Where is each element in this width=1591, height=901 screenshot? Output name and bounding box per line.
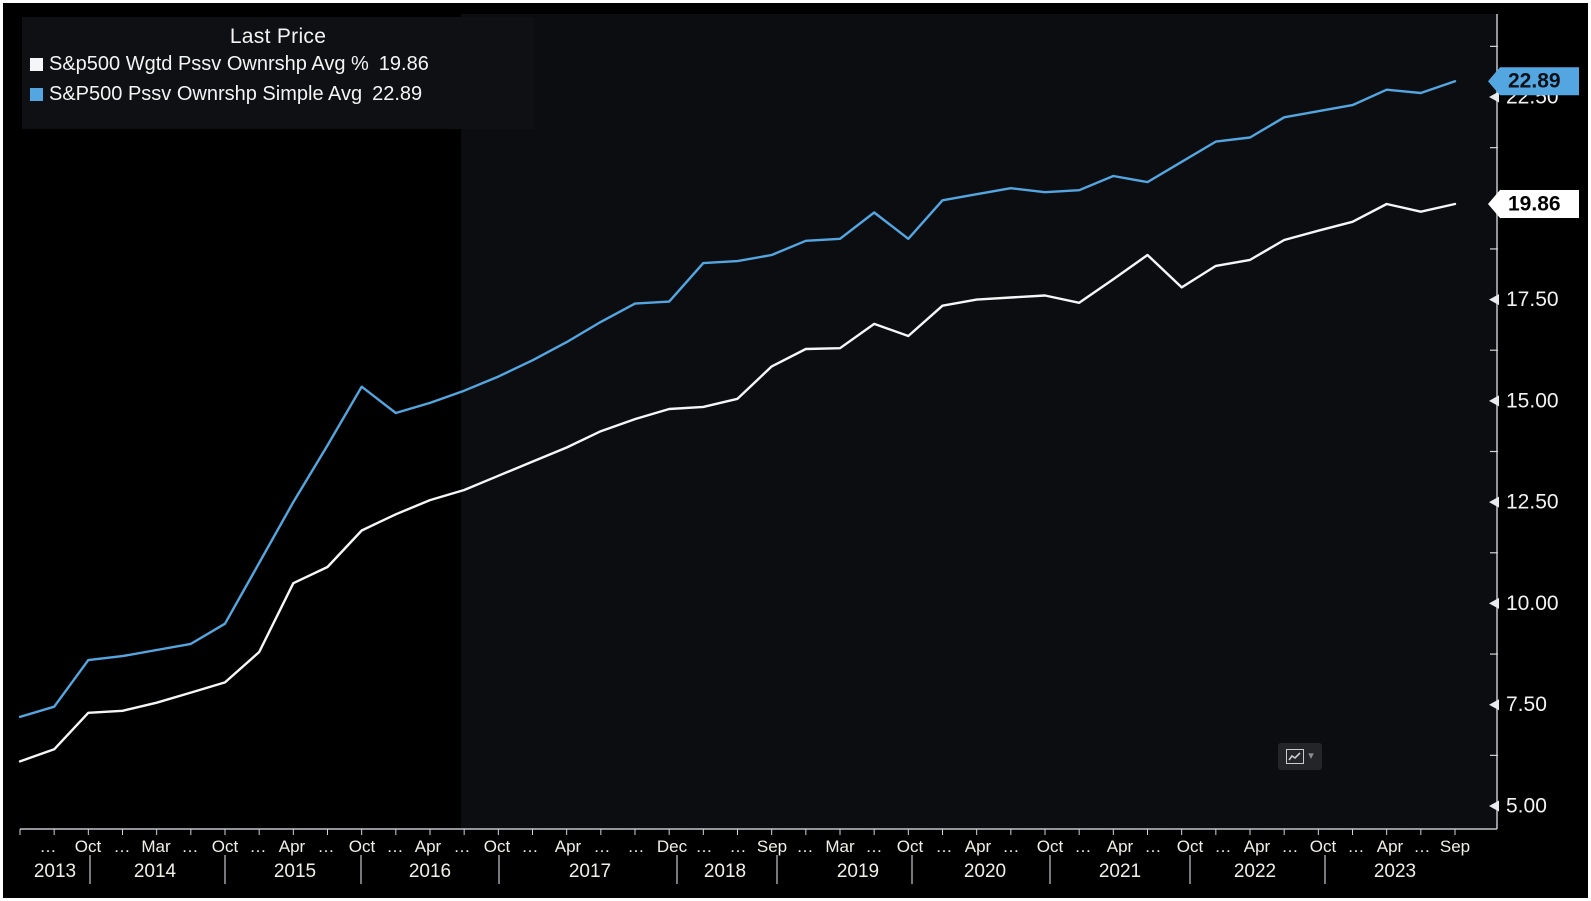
x-axis-month-label: … [1414,837,1431,856]
chart-window: … Oct … Mar … Oct … Apr … Oct … Apr … Oct … Apr … … Dec … … S… [3,3,1588,898]
x-axis-month-label: … [866,837,883,856]
x-axis-month-label: … [522,837,539,856]
y-axis-tick-label: 15.00 [1506,389,1559,412]
x-axis-month-label: … [1282,837,1299,856]
price-flag-white [1488,189,1579,218]
price-flag-value: 19.86 [1508,192,1561,215]
white-series-label: S&p500 Wgtd Pssv Ownrshp Avg % [49,53,369,75]
x-axis-month-label: Oct [1037,837,1064,856]
x-axis-month-label: Mar [141,837,171,856]
y-axis-major-tick [1489,496,1499,508]
y-axis-tick-label: 17.50 [1506,288,1559,311]
x-axis-month-label: Oct [75,837,102,856]
x-axis-year-label: 2014 [134,861,177,882]
chart-type-button[interactable]: ▾ [1278,743,1322,770]
x-axis-month-label: Sep [757,837,787,856]
y-axis-major-tick [1489,597,1499,609]
y-axis-major-tick [1489,395,1499,407]
session-shading-region [461,14,1497,829]
x-axis-month-label: Mar [825,837,855,856]
x-axis-month-label: … [797,837,814,856]
x-axis-year-label: 2021 [1099,861,1141,882]
y-axis-major-tick [1489,699,1499,711]
legend-title: Last Price [229,25,327,48]
white-series-line [18,202,1457,763]
x-axis-month-label: … [1145,837,1162,856]
legend-row-simple: S&P500 Pssv Ownrshp Simple Avg 22.89 [22,79,534,109]
x-axis-year-label: 2015 [274,861,316,882]
price-flag-blue [1488,67,1579,96]
x-axis-month-label: Apr [279,837,306,856]
price-flag-value: 22.89 [1508,70,1561,93]
x-axis-month-label: Oct [897,837,924,856]
y-axis-tick-label: 10.00 [1506,592,1559,615]
x-axis-month-label: … [387,837,404,856]
x-axis-month-label: Apr [415,837,442,856]
legend-row-weighted: S&p500 Wgtd Pssv Ownrshp Avg % 19.86 [22,49,534,79]
y-axis-tick-label: 12.50 [1506,491,1559,514]
x-axis-month-label: … [696,837,713,856]
y-axis-tick-label: 5.00 [1506,795,1547,818]
y-axis-major-tick [1489,800,1499,812]
x-axis-month-label: Sep [1440,837,1470,856]
legend-panel: Last Price S&p500 Wgtd Pssv Ownrshp Avg … [22,17,534,129]
white-series-last-value: 19.86 [378,53,429,75]
y-axis-tick-label: 7.50 [1506,693,1547,716]
white-series-swatch-icon [30,57,43,71]
x-axis-month-label: Oct [1177,837,1204,856]
x-axis-month-label: Oct [212,837,239,856]
x-axis-year-label: 2020 [964,861,1006,882]
x-axis-year-label: 2023 [1374,861,1416,882]
dropdown-caret-icon: ▾ [1308,750,1314,762]
x-axis-month-label: Apr [555,837,582,856]
x-axis-month-label: … [250,837,267,856]
x-axis-month-label: Apr [1244,837,1271,856]
x-axis-year-label: 2019 [837,861,879,882]
x-axis-month-label: … [454,837,471,856]
x-axis-month-label: … [628,837,645,856]
x-axis-month-label: … [1003,837,1020,856]
x-axis-month-label: … [730,837,747,856]
x-axis-month-label: Oct [1310,837,1337,856]
x-axis-month-label: … [40,837,57,856]
x-axis-year-label: 2016 [409,861,451,882]
price-chart-plot[interactable]: … Oct … Mar … Oct … Apr … Oct … Apr … Oct … Apr … … Dec … … S… [3,3,1588,898]
line-chart-icon [1286,749,1305,764]
x-axis-month-label: … [114,837,131,856]
y-axis-major-tick [1489,91,1499,103]
blue-series-line [18,79,1457,719]
blue-series-swatch-icon [30,87,43,101]
x-axis-month-label: Apr [1107,837,1134,856]
x-axis-month-label: Dec [657,837,688,856]
x-axis-month-label: … [1215,837,1232,856]
x-axis-month-label: Oct [349,837,376,856]
blue-series-label: S&P500 Pssv Ownrshp Simple Avg [49,83,363,105]
x-axis-year-label: 2017 [569,861,611,882]
x-axis-month-label: … [318,837,335,856]
x-axis-month-label: Apr [1377,837,1404,856]
x-axis-month-label: … [936,837,953,856]
x-axis-year-label: 2013 [34,861,76,882]
x-axis-year-label: 2022 [1234,861,1276,882]
y-axis-major-tick [1489,294,1499,306]
x-axis-month-label: Oct [484,837,511,856]
x-axis-month-label: … [594,837,611,856]
x-axis-month-label: Apr [965,837,992,856]
x-axis-month-label: … [1348,837,1365,856]
x-axis-month-label: … [182,837,199,856]
x-axis-month-label: … [1075,837,1092,856]
blue-series-last-value: 22.89 [372,83,423,105]
x-axis-year-label: 2018 [704,861,746,882]
